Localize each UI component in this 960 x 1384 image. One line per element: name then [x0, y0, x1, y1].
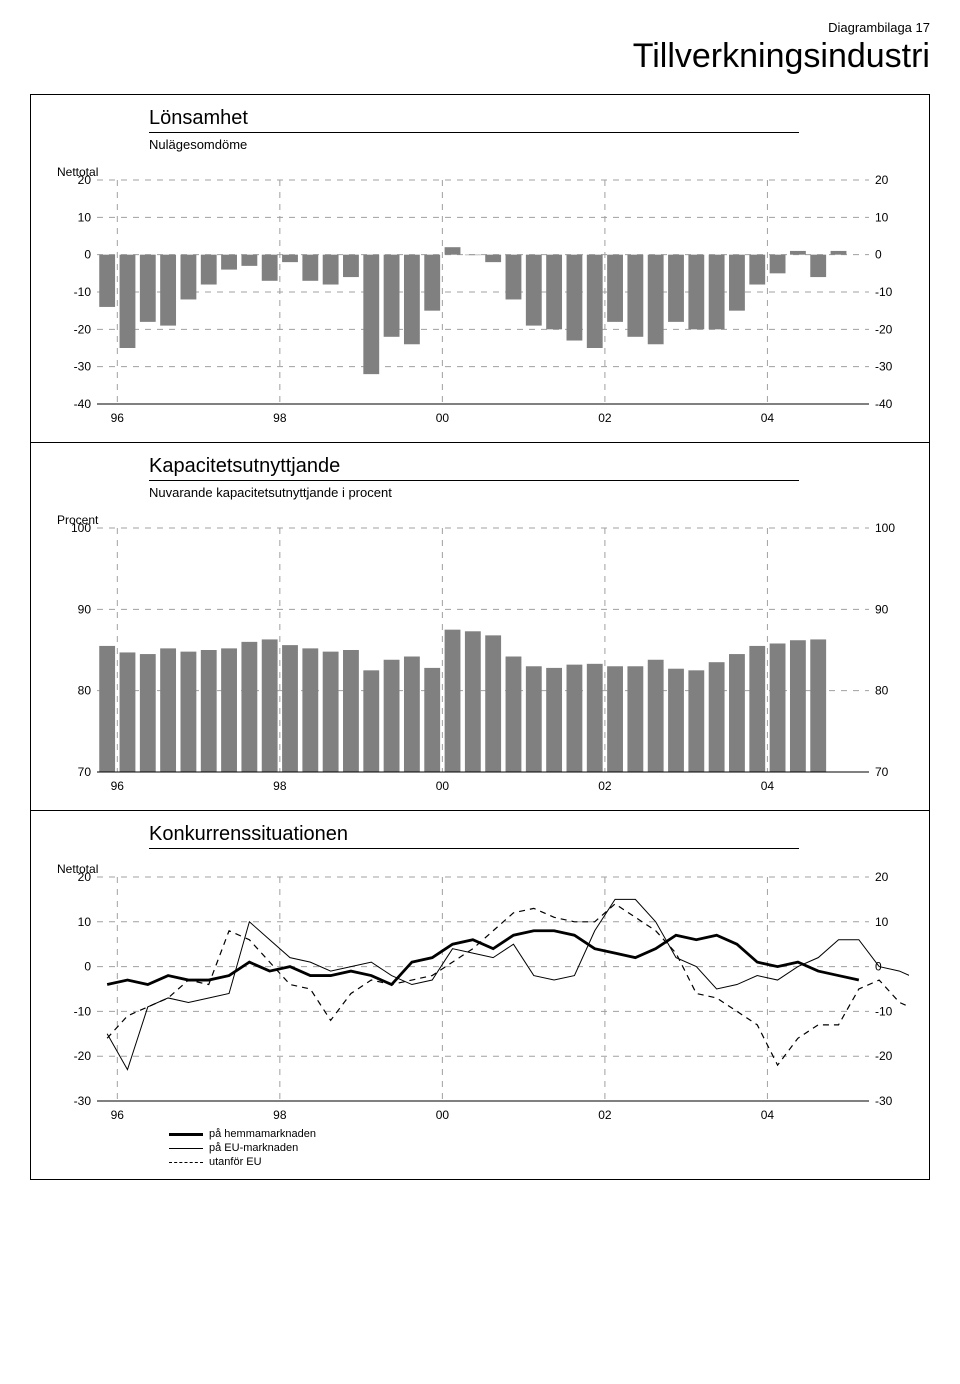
- svg-text:-30: -30: [74, 1094, 92, 1108]
- svg-text:98: 98: [273, 411, 287, 425]
- svg-text:0: 0: [875, 248, 882, 262]
- chart3-svg: -30-30-20-20-10-1000101020209698000204Ne…: [49, 859, 909, 1129]
- svg-text:-20: -20: [74, 322, 92, 336]
- svg-text:20: 20: [875, 870, 889, 884]
- svg-text:Nettotal: Nettotal: [57, 862, 98, 876]
- legend-swatch-home: [169, 1133, 203, 1136]
- svg-text:02: 02: [598, 1108, 612, 1122]
- svg-text:-20: -20: [875, 322, 893, 336]
- chart3-legend: på hemmamarknaden på EU-marknaden utanfö…: [169, 1127, 911, 1169]
- header-label: Diagrambilaga 17: [30, 20, 930, 35]
- svg-text:-30: -30: [74, 360, 92, 374]
- legend-label-home: på hemmamarknaden: [209, 1127, 316, 1141]
- svg-text:100: 100: [875, 521, 895, 535]
- svg-text:96: 96: [111, 1108, 125, 1122]
- svg-text:-10: -10: [875, 285, 893, 299]
- page-title: Tillverkningsindustri: [30, 37, 930, 76]
- svg-text:-30: -30: [875, 360, 893, 374]
- svg-text:-30: -30: [875, 1094, 893, 1108]
- svg-text:98: 98: [273, 779, 287, 793]
- chart2-subtitle: Nuvarande kapacitetsutnyttjande i procen…: [149, 485, 799, 500]
- svg-text:00: 00: [436, 779, 450, 793]
- svg-text:90: 90: [875, 602, 889, 616]
- svg-text:-20: -20: [74, 1049, 92, 1063]
- svg-text:0: 0: [84, 960, 91, 974]
- svg-text:70: 70: [78, 765, 92, 779]
- svg-text:98: 98: [273, 1108, 287, 1122]
- legend-label-noneu: utanför EU: [209, 1155, 262, 1169]
- svg-text:Procent: Procent: [57, 513, 99, 527]
- svg-text:00: 00: [436, 1108, 450, 1122]
- legend-swatch-noneu: [169, 1162, 203, 1163]
- svg-text:04: 04: [761, 1108, 775, 1122]
- panel-konkurrens: Konkurrenssituationen -30 -30 -20 -20 -10 -10…: [30, 810, 930, 1180]
- svg-text:80: 80: [78, 684, 92, 698]
- svg-text:-10: -10: [74, 285, 92, 299]
- svg-text:80: 80: [875, 684, 889, 698]
- svg-text:Nettotal: Nettotal: [57, 165, 98, 179]
- svg-text:02: 02: [598, 779, 612, 793]
- svg-text:10: 10: [78, 210, 92, 224]
- chart1-subtitle: Nulägesomdöme: [149, 137, 799, 152]
- legend-label-eu: på EU-marknaden: [209, 1141, 298, 1155]
- svg-text:-40: -40: [875, 397, 893, 411]
- chart1-svg: -40-40-30-30-20-20-10-100010102020969800…: [49, 162, 909, 432]
- chart2-title: Kapacitetsutnyttjande: [149, 455, 799, 481]
- svg-text:-10: -10: [74, 1004, 92, 1018]
- svg-text:10: 10: [875, 210, 889, 224]
- svg-text:0: 0: [84, 248, 91, 262]
- chart1-title: Lönsamhet: [149, 107, 799, 133]
- svg-text:00: 00: [436, 411, 450, 425]
- svg-text:04: 04: [761, 779, 775, 793]
- svg-text:20: 20: [875, 173, 889, 187]
- svg-text:-40: -40: [74, 397, 92, 411]
- svg-text:70: 70: [875, 765, 889, 779]
- svg-text:10: 10: [875, 915, 889, 929]
- chart3-title: Konkurrenssituationen: [149, 823, 799, 849]
- svg-text:90: 90: [78, 602, 92, 616]
- chart2-svg: 7070808090901001009698000204Procent: [49, 510, 909, 800]
- svg-text:10: 10: [78, 915, 92, 929]
- svg-text:-20: -20: [875, 1049, 893, 1063]
- svg-text:96: 96: [111, 411, 125, 425]
- panel-lonsamhet: Lönsamhet Nulägesomdöme -40 -40 -30 -30 -20 -…: [30, 94, 930, 442]
- svg-text:04: 04: [761, 411, 775, 425]
- legend-swatch-eu: [169, 1148, 203, 1149]
- svg-text:02: 02: [598, 411, 612, 425]
- svg-text:96: 96: [111, 779, 125, 793]
- svg-text:-10: -10: [875, 1004, 893, 1018]
- panel-kapacitet: Kapacitetsutnyttjande Nuvarande kapacite…: [30, 442, 930, 810]
